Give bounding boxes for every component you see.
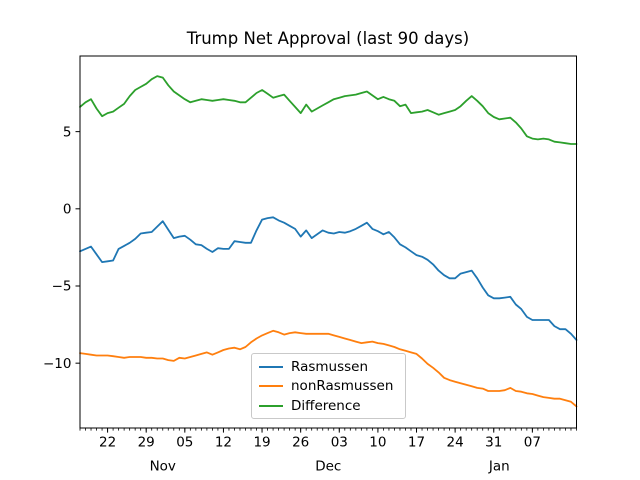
nonrasmussen-line-swatch (259, 385, 283, 387)
legend-item-difference: Difference (259, 399, 405, 413)
x-tick-label: 12 (215, 435, 232, 451)
x-axis: 22 29 05 12 19 26 03 10 17 24 31 07 Nov Dec Jan (99, 428, 541, 475)
series-line-rasmussen (79, 216, 578, 341)
y-tick-label: −10 (43, 356, 72, 372)
series-line-difference (79, 75, 578, 145)
legend-label: Rasmussen (291, 358, 369, 375)
chart-title: Trump Net Approval (last 90 days) (186, 29, 470, 48)
x-tick-label: 19 (253, 435, 270, 451)
legend-item-nonrasmussen: nonRasmussen (259, 379, 405, 393)
y-tick-label: 0 (63, 202, 72, 218)
x-tick-label: 29 (138, 435, 155, 451)
series-line-nonrasmussen (79, 329, 578, 408)
legend: Rasmussen nonRasmussen Difference (251, 353, 406, 419)
x-month-label: Jan (488, 459, 510, 475)
x-tick-label: 05 (176, 435, 193, 451)
y-tick-label: −5 (52, 279, 72, 295)
x-tick-label: 07 (524, 435, 541, 451)
x-month-label: Dec (315, 459, 341, 475)
x-tick-label: 03 (331, 435, 348, 451)
y-tick-label: 5 (63, 124, 72, 140)
legend-label: nonRasmussen (291, 378, 394, 394)
difference-line-swatch (259, 404, 283, 407)
x-tick-label: 10 (369, 435, 386, 451)
plot-lines (79, 75, 578, 408)
rasmussen-line-swatch (259, 365, 283, 368)
legend-item-rasmussen: Rasmussen (259, 360, 405, 374)
x-tick-label: 26 (292, 435, 309, 451)
y-axis: 5 0 −5 −10 (43, 124, 80, 372)
x-tick-label: 24 (447, 435, 464, 451)
x-month-label: Nov (150, 459, 176, 475)
x-tick-label: 22 (99, 435, 116, 451)
legend-label: Difference (291, 397, 361, 414)
x-tick-label: 17 (408, 435, 425, 451)
x-tick-label: 31 (485, 435, 502, 451)
